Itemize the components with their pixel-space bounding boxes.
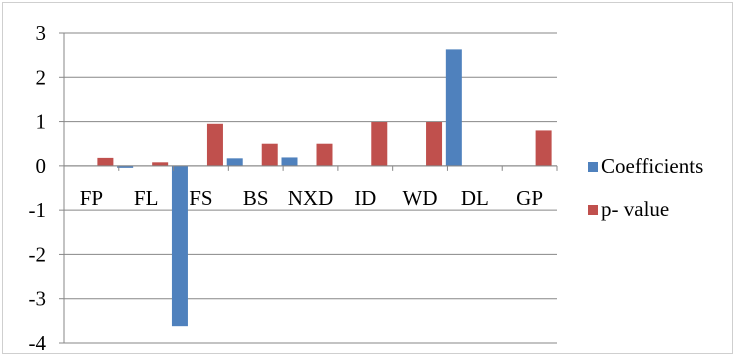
bars [97,49,552,327]
bar-coefficients-dl [445,49,462,166]
axes [59,32,558,344]
y-tick-label: -3 [29,287,47,311]
x-category-label: GP [516,186,543,210]
x-category-label: FS [189,186,212,210]
bar-coefficients-nxd [281,157,298,166]
y-tick-label: 0 [36,154,47,178]
y-tick-label: 1 [36,110,47,134]
bar-p-value-nxd [316,143,333,166]
legend-label: p- value [601,197,669,221]
chart-frame [2,2,733,354]
bar-p-value-fs [206,123,223,166]
bar-p-value-fl [152,162,169,166]
y-tick-label: -1 [29,198,47,222]
x-axis-category-labels: FP FL FS BS NXD ID WD DL GP [80,186,543,210]
x-category-label: ID [354,186,376,210]
x-category-label: BS [243,186,269,210]
x-category-label: WD [403,186,438,210]
bar-coefficients-fs [171,165,188,327]
y-tick-label: 3 [36,21,47,45]
bar-coefficients-bs [226,158,243,166]
bar-p-value-id [371,122,388,166]
legend-swatch [588,162,598,172]
bar-p-value-wd [426,122,443,166]
y-tick-label: -2 [29,242,47,266]
bar-p-value-fp [97,157,114,166]
y-tick-label: -4 [29,331,47,355]
x-category-label: FP [80,186,103,210]
x-category-label: DL [461,186,489,210]
legend-swatch [588,205,598,215]
legend: Coefficients p- value [588,154,703,221]
bar-p-value-bs [261,143,278,166]
bar-coefficients-fl [117,165,134,168]
x-category-label: NXD [288,186,334,210]
x-category-label: FL [134,186,159,210]
y-tick-label: 2 [36,65,47,89]
y-axis-tick-labels: 3 2 1 0 -1 -2 -3 -4 [29,21,47,355]
legend-label: Coefficients [601,154,703,178]
bar-p-value-gp [535,130,552,166]
